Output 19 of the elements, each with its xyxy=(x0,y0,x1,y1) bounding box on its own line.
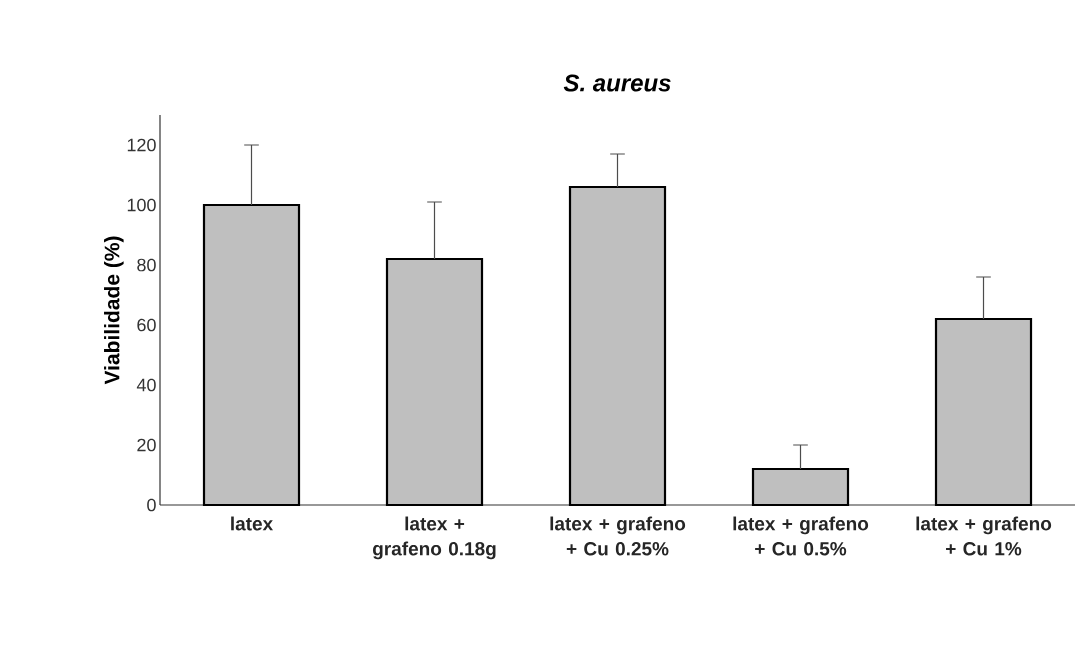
bar xyxy=(202,203,301,507)
bar xyxy=(751,467,850,507)
x-tick-label: latex xyxy=(231,516,274,531)
y-axis-title: Viabilidade (%) xyxy=(104,236,124,385)
y-tick-label: 0 xyxy=(147,498,156,512)
bar xyxy=(385,257,484,507)
y-tick-label: 60 xyxy=(137,318,156,332)
x-tick-label: latex + grafeno + Cu 0.5% xyxy=(733,516,869,556)
chart-title: S. aureus xyxy=(563,74,671,92)
x-tick-label: latex + grafeno 0.18g xyxy=(372,516,496,560)
x-tick-label: latex + grafeno + Cu 1% xyxy=(916,516,1052,556)
y-tick-label: 120 xyxy=(127,138,156,152)
bar xyxy=(568,185,667,507)
x-tick-label: latex + grafeno + Cu 0.25% xyxy=(550,516,686,556)
bar xyxy=(934,317,1033,507)
y-tick-label: 100 xyxy=(127,198,156,212)
y-tick-label: 80 xyxy=(137,258,156,272)
y-tick-label: 20 xyxy=(137,438,156,452)
y-tick-label: 40 xyxy=(136,378,156,392)
